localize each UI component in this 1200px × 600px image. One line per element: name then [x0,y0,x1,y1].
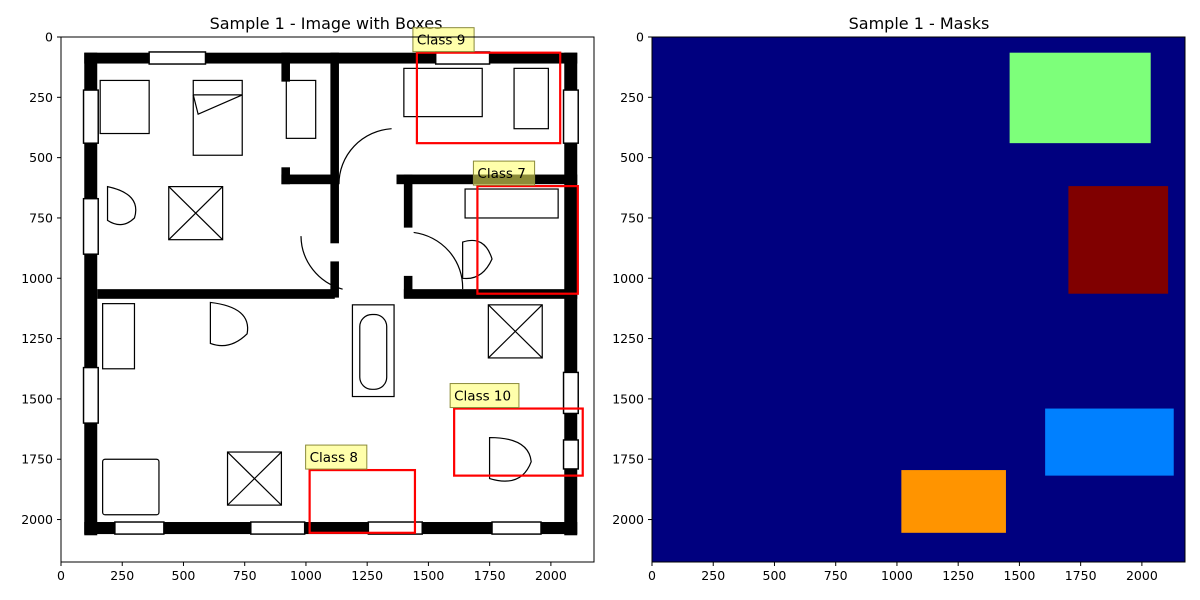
y-tick-label: 0 [45,30,53,45]
y-tick-label: 500 [29,150,53,165]
x-tick-label: 750 [824,568,848,583]
y-tick-label: 750 [29,210,53,225]
y-tick-label: 2000 [612,512,644,527]
x-tick-label: 1000 [290,568,322,583]
mask-region-class-7 [1068,186,1169,294]
x-tick-label: 750 [233,568,257,583]
floor-plan-image [82,51,579,536]
y-tick-label: 750 [620,210,644,225]
bounding-box-layer: Class 9 Class 7 Class 10 Class 8 [305,27,584,534]
x-tick-label: 250 [110,568,134,583]
y-tick-label: 1500 [612,391,644,406]
y-tick-label: 1000 [612,271,644,286]
x-tick-label: 500 [763,568,787,583]
y-tick-label: 1250 [21,331,53,346]
y-tick-label: 1750 [21,452,53,467]
y-tick-label: 0 [636,30,644,45]
axes-layer: 0 250 500 750 1000 1250 1500 1750 2000 0 250 500 750… [21,30,1186,583]
box-label-background-0 [412,27,475,53]
y-tick-label: 1500 [21,391,53,406]
bounding-box-1 [476,185,579,295]
box-label-background-1 [472,160,536,186]
x-tick-label: 1250 [351,568,383,583]
x-tick-label: 250 [701,568,725,583]
left-plot-area: Class 9 Class 7 Class 10 Class 8 [61,27,594,562]
y-tick-label: 500 [620,150,644,165]
y-tick-label: 1000 [21,271,53,286]
bounding-box-3 [308,468,417,534]
x-tick-label: 500 [172,568,196,583]
mask-region-class-10 [1045,408,1174,476]
x-tick-label: 1500 [1004,568,1036,583]
mask-plot-area [652,37,1185,562]
y-tick-label: 1250 [612,331,644,346]
x-tick-label: 2000 [535,568,567,583]
box-label-2: Class 10 [454,389,511,405]
axes-frame-1 [651,36,1186,563]
x-tick-label: 1750 [1065,568,1097,583]
box-label-0: Class 9 [417,33,465,49]
x-tick-label: 0 [648,568,656,583]
y-tick-label: 250 [29,90,53,105]
x-tick-label: 1500 [413,568,445,583]
y-tick-label: 1750 [612,452,644,467]
bounding-box-0 [415,51,562,145]
left-chart-title: Sample 1 - Image with Boxes [210,14,443,33]
x-tick-label: 0 [57,568,65,583]
x-tick-label: 2000 [1126,568,1158,583]
mask-region-class-8 [901,470,1006,533]
box-label-background-2 [449,383,520,409]
box-label-background-3 [305,444,368,470]
bounding-box-2 [453,407,584,477]
box-label-1: Class 7 [477,166,525,182]
axes-frame-0 [60,36,595,563]
y-tick-label: 2000 [21,512,53,527]
x-tick-label: 1750 [474,568,506,583]
right-chart-title: Sample 1 - Masks [849,14,990,33]
x-tick-label: 1250 [942,568,974,583]
mask-region-class-9 [1009,52,1151,144]
x-tick-label: 1000 [881,568,913,583]
box-label-3: Class 8 [310,450,358,466]
y-tick-label: 250 [620,90,644,105]
